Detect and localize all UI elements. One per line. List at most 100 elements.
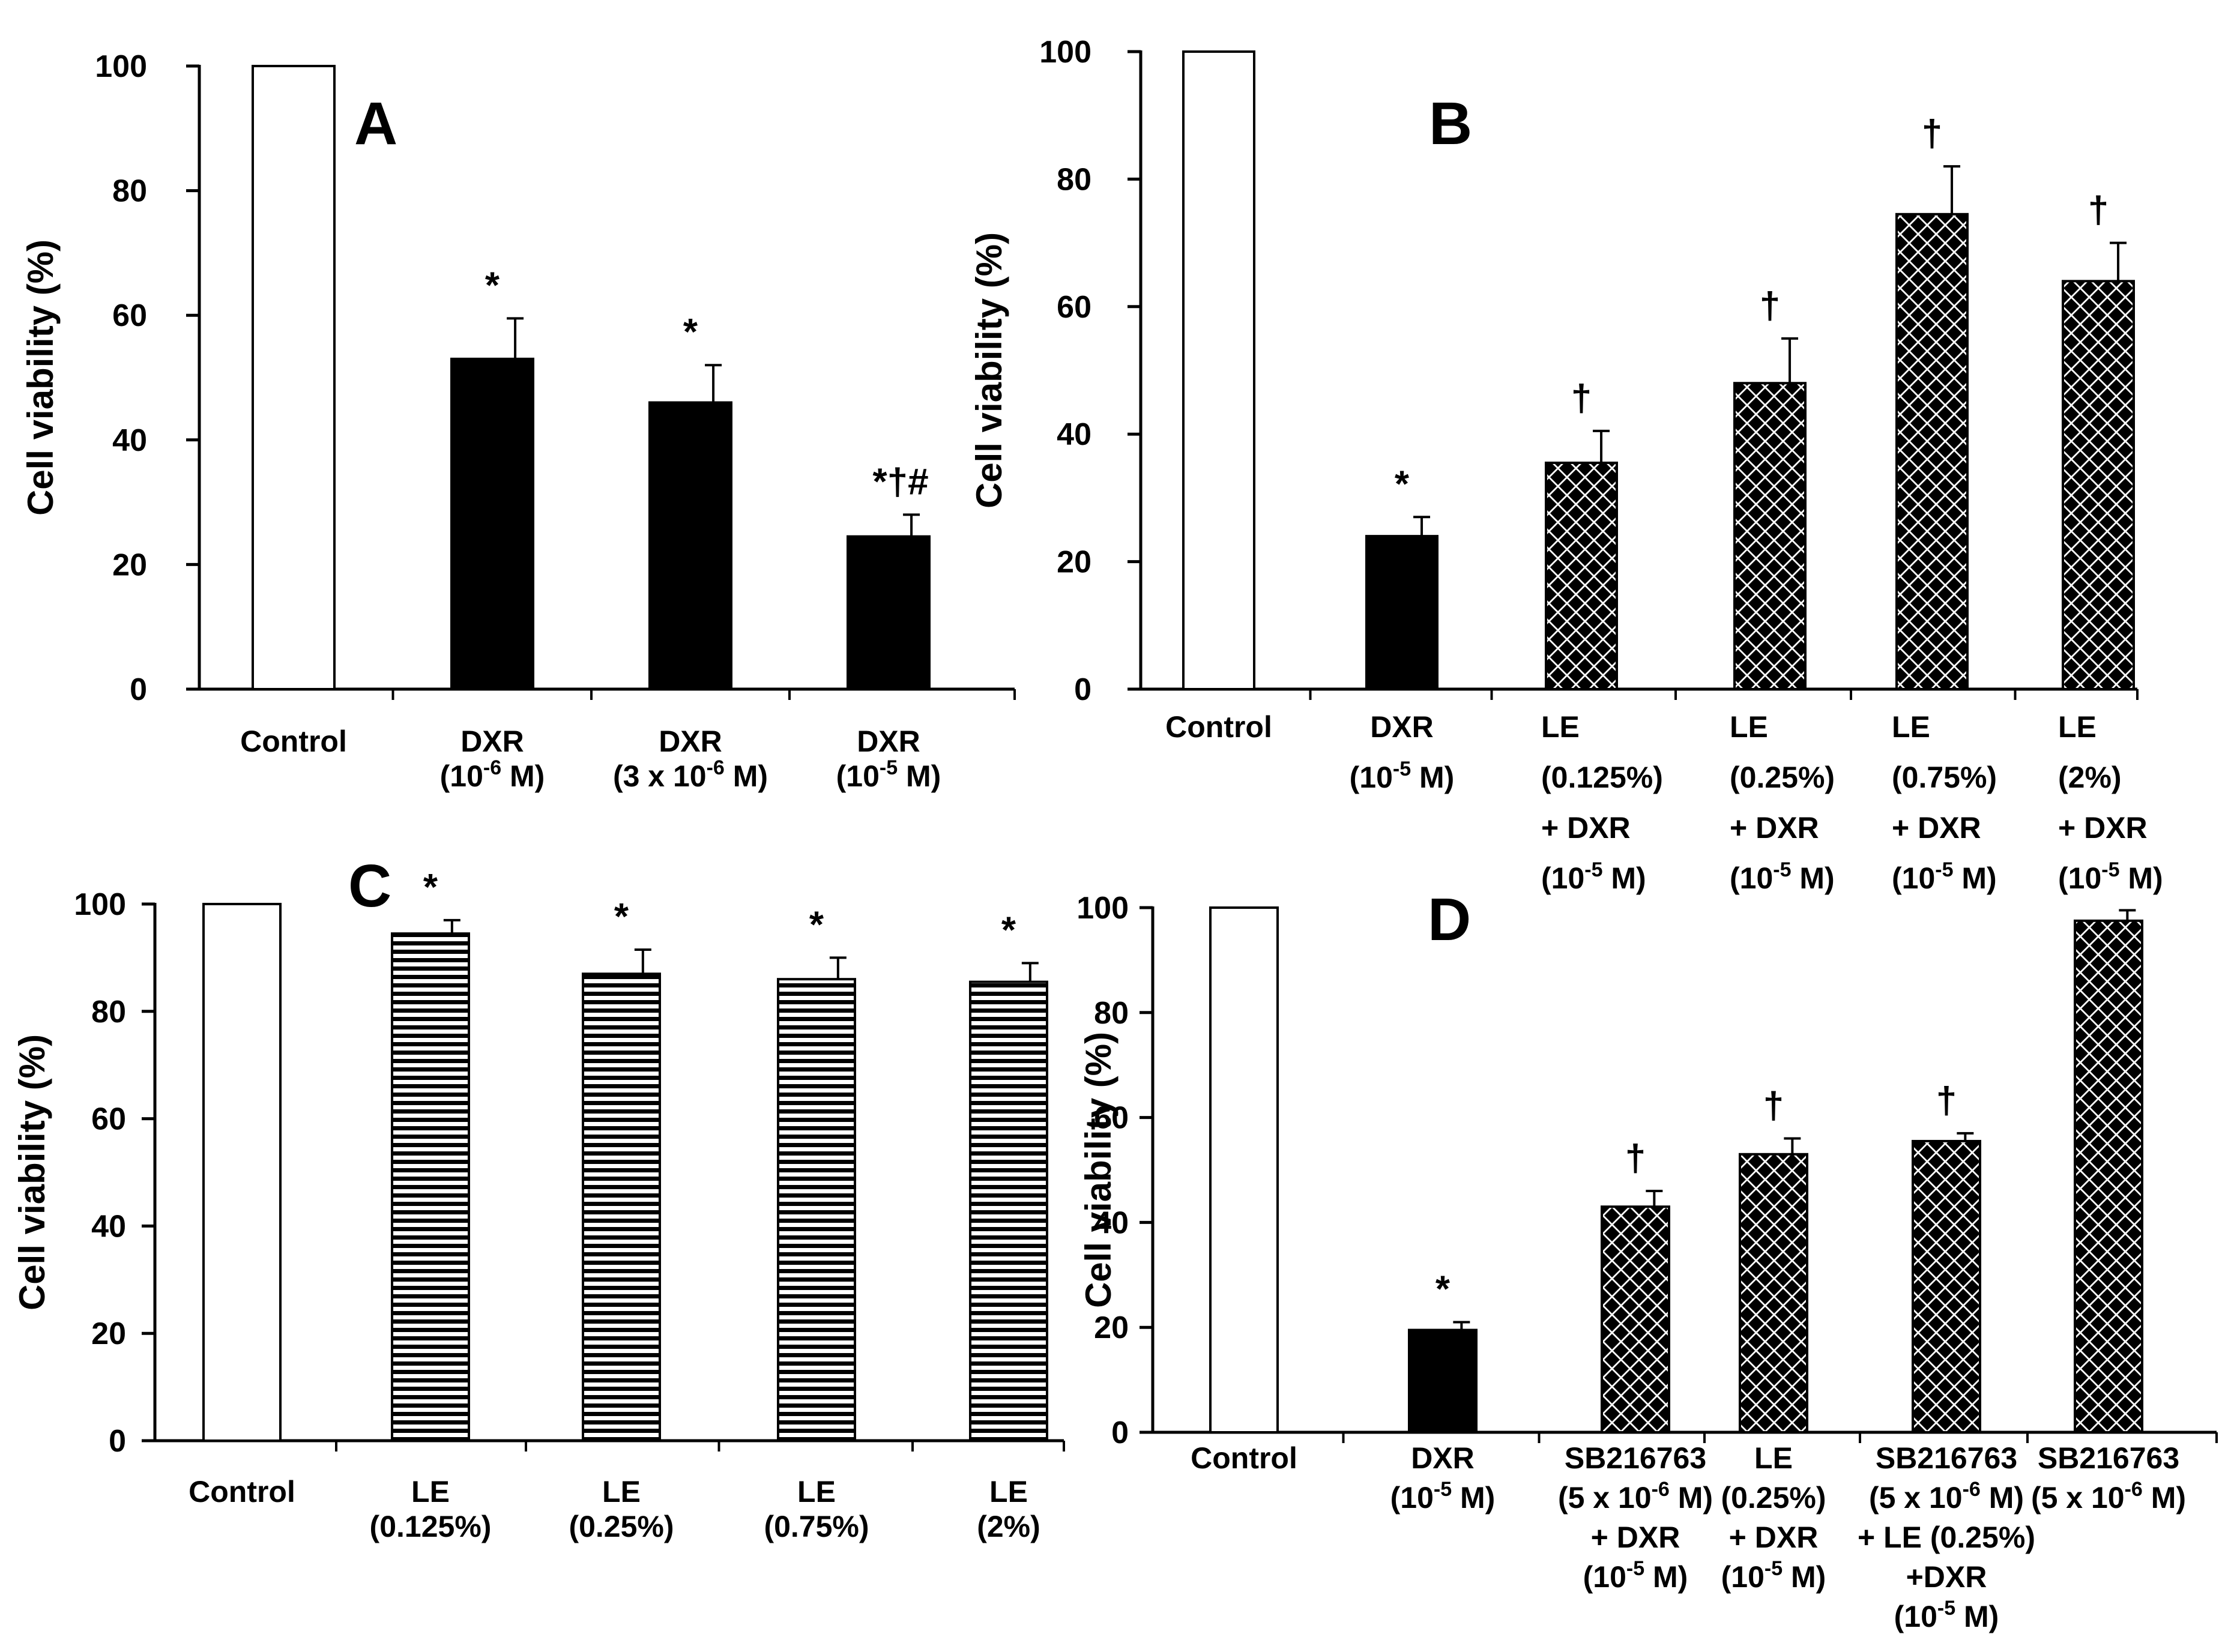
bar-5 [969,980,1048,1442]
category-label: (10-5 M) [836,756,941,793]
category-label: (10-5 M) [1583,1557,1688,1594]
category-label: + DXR [1892,811,1981,845]
category-label: (0.25%) [1730,761,1835,794]
y-tick-label: 0 [130,672,147,707]
y-tick-label: 20 [1094,1310,1129,1345]
category-label: Control [1165,710,1272,744]
category-label: (10-5 M) [1721,1557,1826,1594]
category-label: (5 x 10-6 M) [2031,1478,2186,1515]
category-label: LE [1541,710,1580,744]
category-label: LE [602,1475,641,1509]
y-tick-label: 0 [1074,672,1091,707]
chart-panel-b: 0 20 40 60 80 100 Cell viability (%) B Control * D… [969,35,2163,895]
significance-marker: * [423,867,438,908]
category-label: DXR [1370,710,1434,744]
category-label: (10-5 M) [1730,858,1835,895]
significance-marker: † [1760,285,1780,327]
y-tick-label: 60 [91,1102,126,1137]
category-label: +DXR [1906,1560,1987,1594]
significance-marker: † [1625,1138,1646,1179]
y-tick-label: 100 [1039,35,1091,70]
significance-marker: * [1435,1268,1451,1310]
category-label: (10-5 M) [1541,858,1646,895]
category-label: (10-6 M) [440,756,545,793]
bar-6 [2074,919,2143,1433]
panel-letter: B [1429,90,1472,157]
y-tick-label: 100 [74,887,126,922]
category-label: (10-5 M) [1892,858,1997,895]
category-label: (0.125%) [370,1510,492,1543]
y-tick-label: 100 [95,49,147,84]
significance-marker: * [683,312,698,353]
category-label: LE [1754,1441,1793,1475]
y-axis-label: Cell viability (%) [12,1034,52,1310]
category-label: LE [1730,710,1768,744]
category-label: (2%) [977,1510,1040,1543]
category-label: LE [989,1475,1028,1509]
category-label: DXR [1411,1441,1475,1475]
y-tick-label: 60 [1094,1101,1129,1136]
category-label: LE [797,1475,836,1509]
category-label: + LE (0.25%) [1858,1521,2035,1554]
category-label: SB216763 [2038,1441,2179,1475]
category-label: (2%) [2058,761,2122,794]
bar-1 [252,65,336,690]
bar-1 [1182,50,1255,690]
category-label: + DXR [1591,1521,1680,1554]
y-tick-label: 20 [1057,545,1091,580]
bar-3 [648,401,732,691]
significance-marker: † [1936,1080,1957,1121]
bar-3 [1545,461,1618,690]
category-label: (10-5 M) [1894,1597,1999,1633]
bar-4 [847,535,931,690]
bar-4 [1739,1153,1808,1434]
chart-panel-a: 0 20 40 60 80 100 Cell viability (%) A Control * D… [20,49,1016,793]
category-label: (5 x 10-6 M) [1869,1478,2024,1515]
y-tick-label: 80 [1094,996,1129,1031]
bar-1 [202,903,282,1442]
y-tick-label: 60 [112,298,147,333]
y-axis-label: Cell viability (%) [20,240,61,516]
bar-2 [450,357,534,690]
category-label: (0.75%) [1892,761,1997,794]
bar-5 [1895,213,1969,690]
category-label: LE [1892,710,1930,744]
category-label: DXR [659,725,722,758]
y-tick-label: 20 [112,547,147,582]
significance-marker: † [1763,1085,1784,1127]
category-label: (0.25%) [569,1510,674,1543]
bar-1 [1209,906,1279,1433]
significance-marker: † [1922,113,1942,154]
y-tick-label: 100 [1076,891,1129,926]
bar-2 [1365,535,1439,690]
bar-3 [582,972,661,1442]
panel-letter: D [1428,886,1471,953]
significance-marker: † [2088,190,2109,231]
category-label: LE [411,1475,450,1509]
category-label: SB216763 [1565,1441,1706,1475]
y-tick-label: 80 [91,995,126,1029]
category-label: (0.75%) [764,1510,869,1543]
category-label: (5 x 10-6 M) [1558,1478,1713,1515]
category-label: (10-5 M) [1390,1478,1496,1515]
y-tick-label: 20 [91,1316,126,1351]
y-tick-label: 40 [1057,417,1091,452]
category-label: + DXR [1729,1521,1819,1554]
category-label: (0.125%) [1541,761,1663,794]
y-tick-label: 40 [1094,1205,1129,1240]
significance-marker: † [1571,378,1592,419]
category-label: LE [2058,710,2097,744]
category-label: (10-5 M) [2058,858,2163,895]
category-label: Control [240,725,347,758]
category-label: + DXR [1730,811,1819,845]
category-label: Control [189,1475,295,1509]
category-label: SB216763 [1876,1441,2017,1475]
category-label: + DXR [1541,811,1631,845]
panel-letter: C [348,852,391,920]
category-label: (10-5 M) [1350,758,1455,794]
panel-letter: A [354,90,397,157]
category-label: DXR [460,725,524,758]
significance-marker: *†# [872,461,928,502]
category-label: + DXR [2058,811,2148,845]
